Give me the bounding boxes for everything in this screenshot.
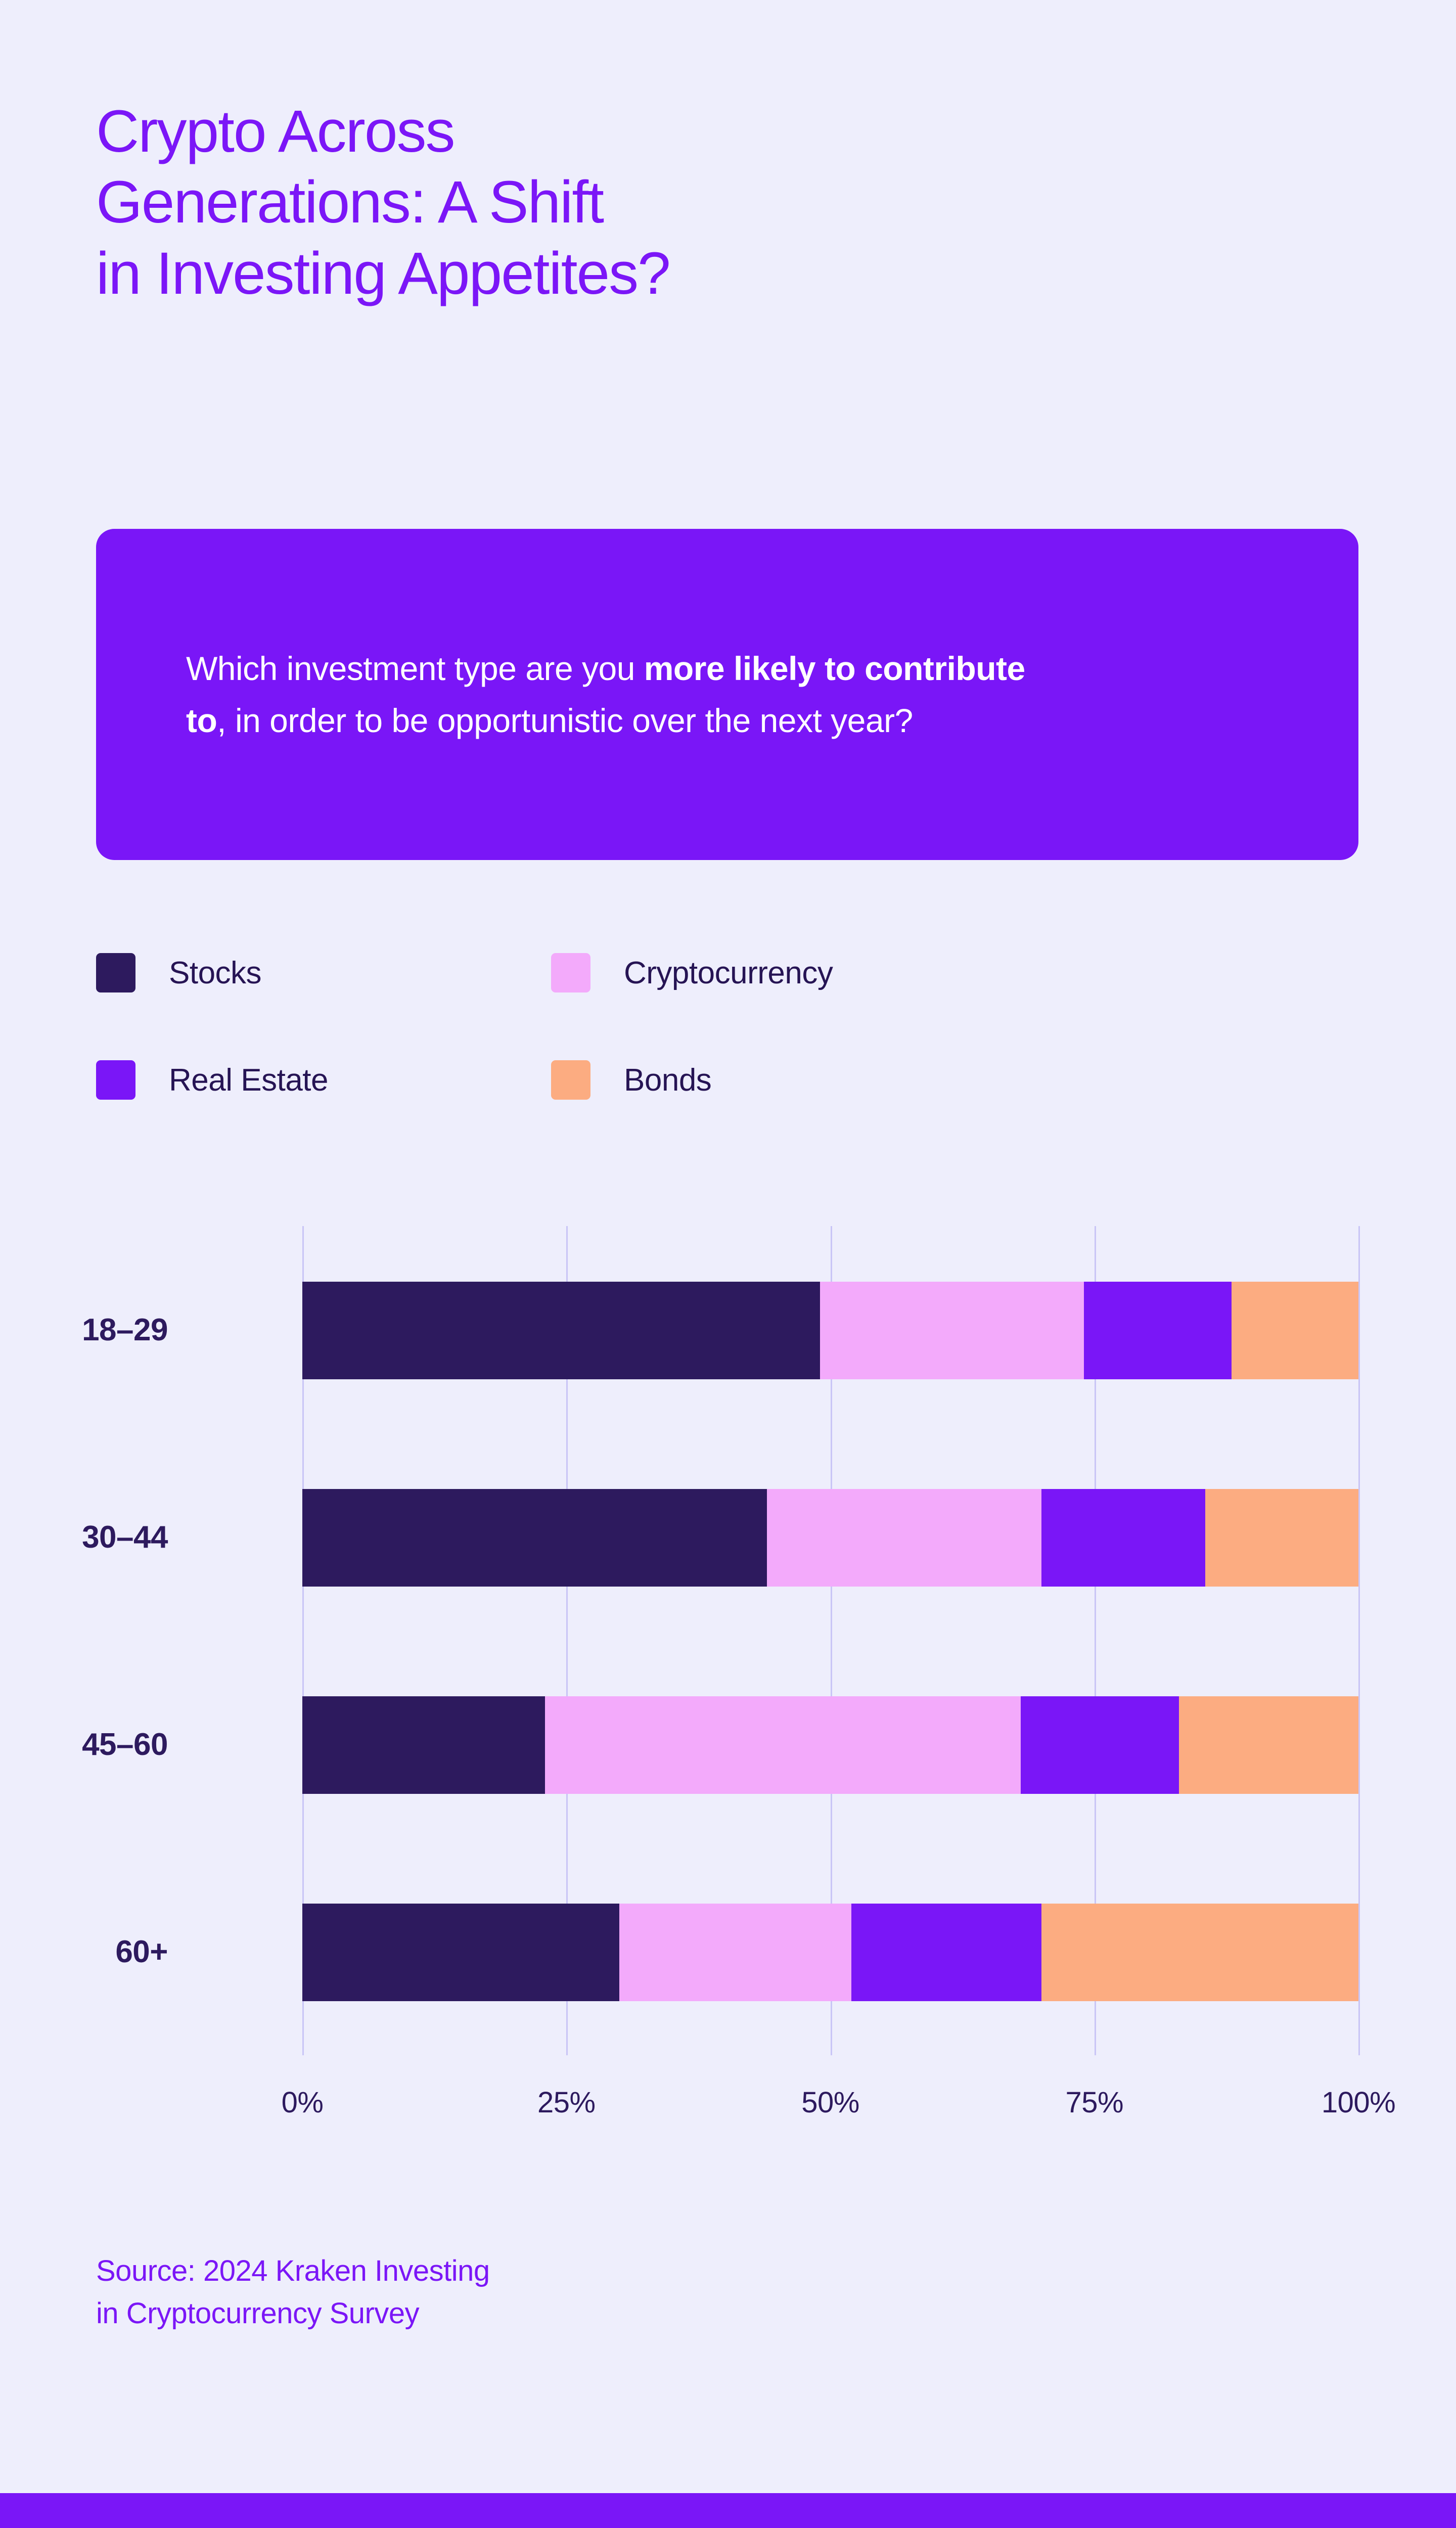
- bar-segment[interactable]: [302, 1489, 767, 1587]
- page-title-line-1: Crypto Across: [96, 98, 455, 165]
- bar-segment[interactable]: [545, 1696, 1021, 1794]
- legend-item-cryptocurrency: Cryptocurrency: [551, 953, 1006, 992]
- bar-segment[interactable]: [820, 1282, 1084, 1379]
- legend-label-stocks: Stocks: [169, 955, 262, 990]
- gridline-0: [302, 1226, 304, 2055]
- source-line-2: in Cryptocurrency Survey: [96, 2297, 420, 2330]
- x-axis-tick: 50%: [801, 2086, 859, 2119]
- legend-label-real-estate: Real Estate: [169, 1062, 329, 1098]
- category-label: 30–44: [82, 1520, 168, 1555]
- bar-segment[interactable]: [302, 1696, 545, 1794]
- category-label: 60+: [115, 1934, 168, 1969]
- stacked-bar[interactable]: [302, 1489, 1358, 1587]
- bar-segment[interactable]: [1041, 1489, 1206, 1587]
- x-axis-tick: 100%: [1321, 2086, 1396, 2119]
- category-label: 18–29: [82, 1313, 168, 1347]
- bar-segment[interactable]: [302, 1282, 820, 1379]
- gridline-50: [830, 1226, 832, 2055]
- stacked-bar-chart: 18–29 30–44 45–60 60+ 0% 25% 50% 75% 100%: [0, 1226, 1456, 2161]
- gridline-100: [1358, 1226, 1360, 2055]
- bar-segment[interactable]: [1178, 1696, 1358, 1794]
- bar-segment[interactable]: [619, 1904, 852, 2001]
- legend-item-bonds: Bonds: [551, 1060, 1006, 1100]
- page-title-line-3: in Investing Appetites?: [96, 240, 671, 307]
- chart-row: 30–44: [82, 1433, 1358, 1641]
- chart-gridlines: [302, 1226, 1360, 2055]
- category-label: 45–60: [82, 1727, 168, 1762]
- x-axis-tick: 75%: [1065, 2086, 1124, 2119]
- gridline-25: [566, 1226, 568, 2055]
- question-part-1: Which investment type are you: [186, 650, 644, 688]
- chart-legend: Stocks Cryptocurrency Real Estate Bonds: [96, 953, 1158, 1167]
- stacked-bar[interactable]: [302, 1904, 1358, 2001]
- bar-segment[interactable]: [1232, 1282, 1358, 1379]
- page-title: Crypto Across Generations: A Shift in In…: [96, 96, 1309, 309]
- x-axis-tick: 0%: [281, 2086, 324, 2119]
- bar-segment[interactable]: [851, 1904, 1042, 2001]
- chart-plot-area: 18–29 30–44 45–60 60+: [82, 1226, 1360, 2055]
- question-bold-2: contribute to: [186, 650, 1025, 739]
- bar-segment[interactable]: [1020, 1696, 1179, 1794]
- legend-swatch-real-estate: [96, 1060, 135, 1100]
- bar-segment[interactable]: [302, 1904, 619, 2001]
- question-bold-1: more likely to: [644, 650, 856, 688]
- legend-item-real-estate: Real Estate: [96, 1060, 551, 1100]
- stacked-bar[interactable]: [302, 1282, 1358, 1379]
- legend-label-cryptocurrency: Cryptocurrency: [624, 955, 833, 990]
- chart-row: 18–29: [82, 1226, 1358, 1433]
- bar-segment[interactable]: [1205, 1489, 1358, 1587]
- chart-row: 60+: [115, 1848, 1358, 2055]
- legend-swatch-cryptocurrency: [551, 953, 590, 992]
- survey-question-text: Which investment type are you more likel…: [96, 643, 1158, 746]
- bar-segment[interactable]: [767, 1489, 1042, 1587]
- legend-item-stocks: Stocks: [96, 953, 551, 992]
- bar-segment[interactable]: [1083, 1282, 1232, 1379]
- page-title-line-2: Generations: A Shift: [96, 169, 604, 236]
- chart-x-axis: 0% 25% 50% 75% 100%: [282, 2086, 1396, 2131]
- x-axis-tick: 25%: [537, 2086, 596, 2119]
- chart-rows: 18–29 30–44 45–60 60+: [82, 1226, 1358, 2055]
- stacked-bar[interactable]: [302, 1696, 1358, 1794]
- bar-segment[interactable]: [1041, 1904, 1358, 2001]
- footer-bar: kraken: [0, 2493, 1456, 2528]
- question-part-2: [855, 650, 864, 687]
- question-part-3: , in order to be opportunistic over the …: [217, 701, 913, 739]
- chart-row: 45–60: [82, 1641, 1358, 1848]
- gridline-75: [1094, 1226, 1096, 2055]
- source-line-1: Source: 2024 Kraken Investing: [96, 2254, 490, 2287]
- source-note: Source: 2024 Kraken Investing in Cryptoc…: [96, 2250, 905, 2335]
- legend-swatch-stocks: [96, 953, 135, 992]
- survey-question-card: Which investment type are you more likel…: [96, 529, 1358, 860]
- legend-label-bonds: Bonds: [624, 1062, 712, 1098]
- legend-swatch-bonds: [551, 1060, 590, 1100]
